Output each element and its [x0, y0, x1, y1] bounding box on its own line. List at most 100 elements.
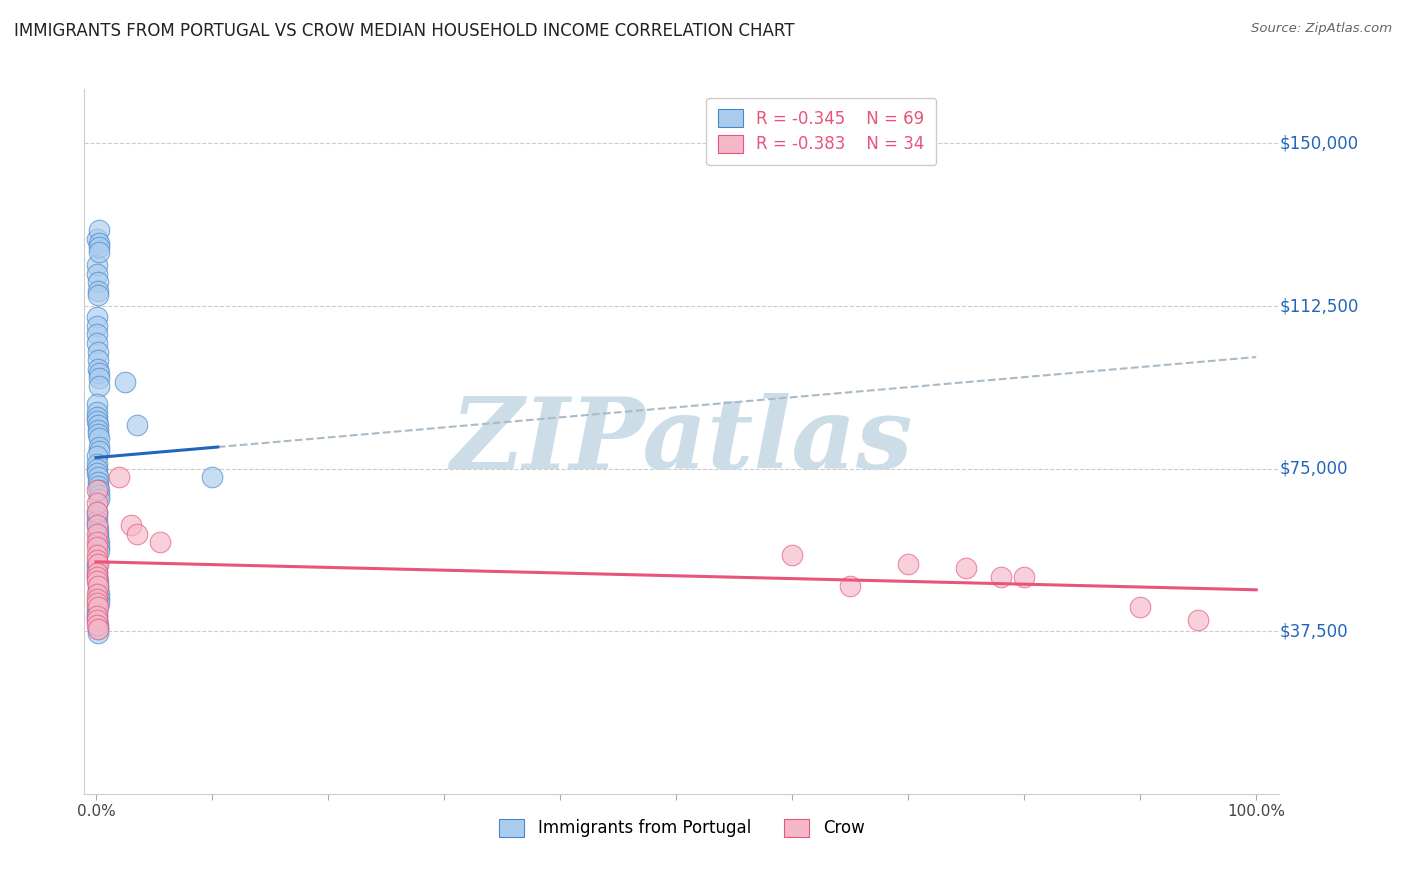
Point	[86, 310, 108, 324]
Point	[86, 605, 108, 619]
Point	[86, 614, 108, 628]
Point	[87, 284, 110, 298]
Point	[87, 540, 110, 554]
Point	[89, 240, 111, 254]
Point	[955, 561, 977, 575]
Legend: Immigrants from Portugal, Crow: Immigrants from Portugal, Crow	[488, 807, 876, 849]
Point	[87, 370, 110, 384]
Point	[1187, 614, 1209, 628]
Point	[1012, 570, 1035, 584]
Point	[86, 617, 108, 632]
Text: $112,500: $112,500	[1279, 297, 1358, 315]
Point	[87, 426, 110, 441]
Point	[86, 275, 108, 289]
Point	[86, 458, 108, 472]
Text: $37,500: $37,500	[1279, 623, 1348, 640]
Point	[86, 617, 108, 632]
Point	[86, 496, 108, 510]
Point	[87, 475, 110, 489]
Point	[86, 579, 108, 593]
Point	[86, 505, 108, 519]
Point	[86, 535, 108, 549]
Point	[149, 535, 172, 549]
Point	[87, 622, 110, 636]
Point	[86, 318, 108, 333]
Text: $75,000: $75,000	[1279, 459, 1348, 477]
Point	[89, 544, 111, 558]
Point	[86, 540, 108, 554]
Point	[86, 514, 108, 528]
Point	[89, 596, 111, 610]
Point	[87, 583, 110, 598]
Point	[87, 440, 110, 454]
Point	[86, 335, 108, 350]
Point	[87, 488, 110, 502]
Point	[108, 470, 131, 484]
Point	[125, 418, 148, 433]
Point	[86, 600, 108, 615]
Point	[87, 579, 110, 593]
Point	[86, 622, 108, 636]
Point	[86, 587, 108, 601]
Point	[86, 591, 108, 606]
Text: $150,000: $150,000	[1279, 135, 1358, 153]
Point	[87, 423, 110, 437]
Point	[89, 244, 111, 259]
Point	[1129, 600, 1152, 615]
Point	[86, 600, 108, 615]
Point	[86, 561, 108, 575]
Point	[87, 431, 110, 445]
Point	[86, 409, 108, 424]
Point	[87, 223, 110, 237]
Point	[86, 596, 108, 610]
Point	[86, 461, 108, 475]
Text: IMMIGRANTS FROM PORTUGAL VS CROW MEDIAN HOUSEHOLD INCOME CORRELATION CHART: IMMIGRANTS FROM PORTUGAL VS CROW MEDIAN …	[14, 22, 794, 40]
Point	[86, 483, 108, 498]
Point	[87, 236, 110, 251]
Point	[87, 353, 110, 368]
Point	[87, 366, 110, 380]
Point	[86, 518, 108, 533]
Point	[86, 614, 108, 628]
Point	[87, 479, 110, 493]
Point	[87, 288, 110, 302]
Point	[87, 526, 110, 541]
Point	[86, 518, 108, 533]
Point	[990, 570, 1012, 584]
Point	[89, 379, 111, 393]
Point	[86, 509, 108, 524]
Point	[86, 526, 108, 541]
Point	[86, 549, 108, 563]
Point	[839, 579, 862, 593]
Point	[87, 591, 110, 606]
Point	[86, 557, 108, 571]
Point	[86, 574, 108, 589]
Point	[87, 483, 110, 498]
Point	[87, 531, 110, 545]
Point	[120, 518, 142, 533]
Point	[86, 522, 108, 536]
Point	[86, 267, 108, 281]
Point	[86, 570, 108, 584]
Point	[86, 566, 108, 580]
Point	[87, 362, 110, 376]
Point	[86, 557, 108, 571]
Text: ZIPatlas: ZIPatlas	[451, 393, 912, 490]
Point	[87, 587, 110, 601]
Point	[114, 375, 136, 389]
Point	[86, 505, 108, 519]
Point	[86, 470, 108, 484]
Point	[86, 396, 108, 410]
Point	[86, 418, 108, 433]
Point	[201, 470, 224, 484]
Point	[86, 449, 108, 463]
Point	[87, 535, 110, 549]
Point	[86, 232, 108, 246]
Point	[86, 609, 108, 624]
Point	[86, 609, 108, 624]
Point	[125, 526, 148, 541]
Point	[86, 570, 108, 584]
Point	[86, 258, 108, 272]
Point	[86, 574, 108, 589]
Point	[86, 405, 108, 419]
